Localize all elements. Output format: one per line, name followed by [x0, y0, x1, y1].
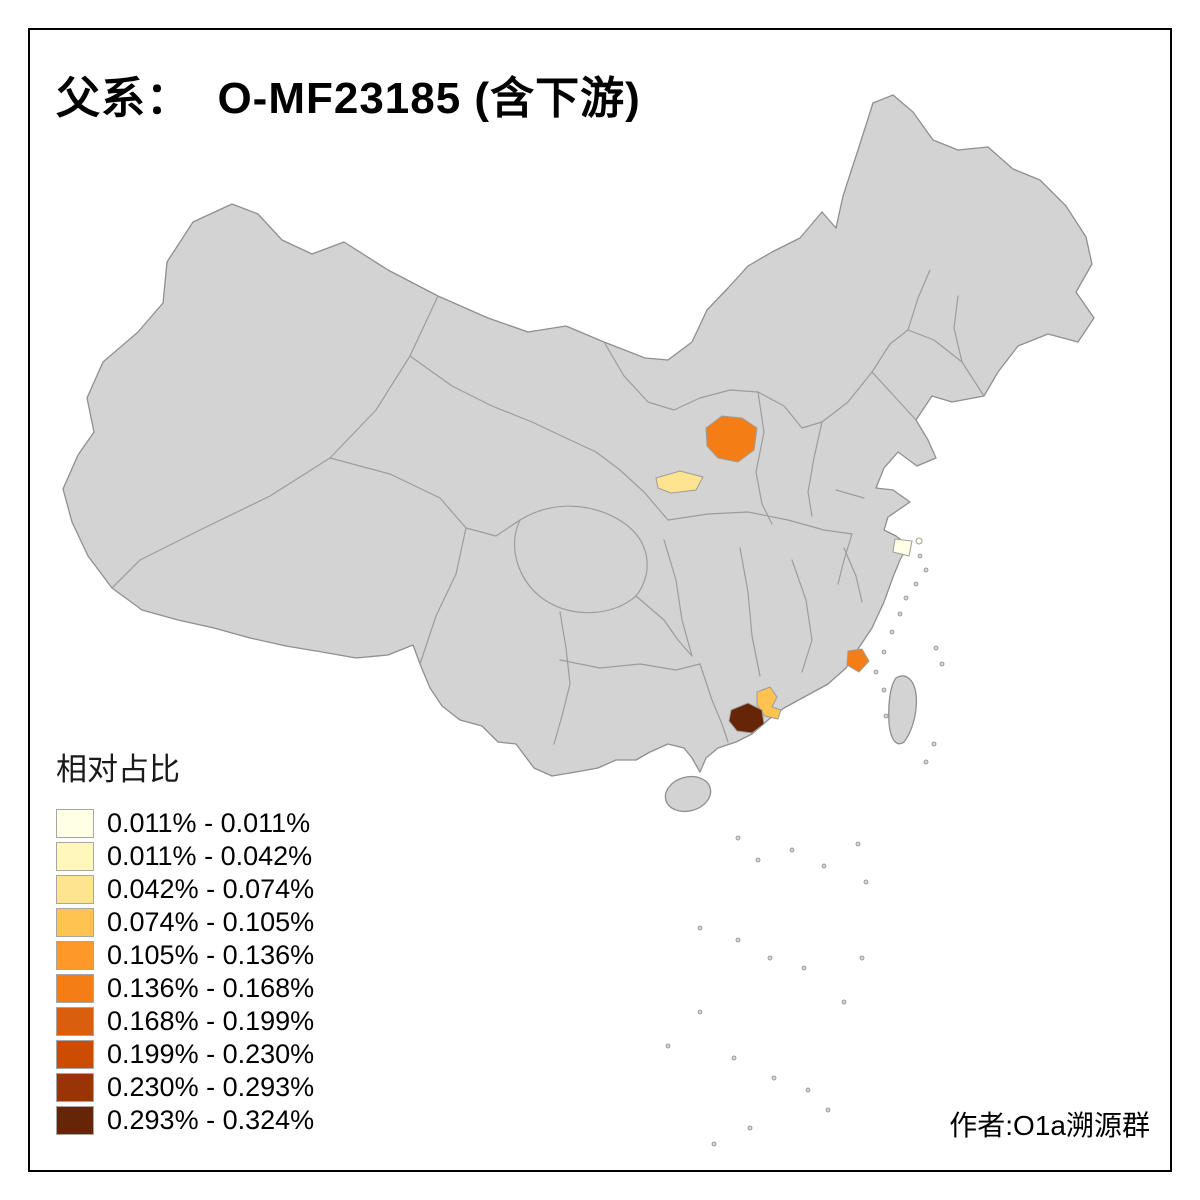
legend-swatch — [56, 809, 94, 838]
shanghai-islet — [915, 537, 923, 545]
highlight-west-guangdong — [728, 702, 765, 734]
small-islands — [665, 553, 945, 1147]
legend-swatch — [56, 842, 94, 871]
legend-label: 0.168% - 0.199% — [107, 1006, 315, 1036]
legend-swatch — [56, 1106, 94, 1135]
legend-label: 0.136% - 0.168% — [107, 973, 315, 1003]
legend-item: 0.042% - 0.074% — [56, 873, 314, 906]
province-borders — [111, 269, 985, 745]
legend-swatch — [56, 908, 94, 937]
legend-item: 0.168% - 0.199% — [56, 1005, 314, 1038]
legend-swatch — [56, 1007, 94, 1036]
legend-label: 0.105% - 0.136% — [107, 940, 315, 970]
legend-label: 0.074% - 0.105% — [107, 907, 315, 937]
legend-swatch — [56, 974, 94, 1003]
legend-label: 0.199% - 0.230% — [107, 1039, 315, 1069]
legend-label: 0.042% - 0.074% — [107, 874, 315, 904]
attribution: 作者:O1a溯源群 — [949, 1110, 1150, 1141]
legend-label: 0.011% - 0.042% — [107, 841, 313, 871]
legend-item: 0.136% - 0.168% — [56, 972, 314, 1005]
legend: 相对占比 0.011% - 0.011% 0.011% - 0.042% 0.0… — [56, 744, 314, 1137]
legend-item: 0.293% - 0.324% — [56, 1104, 314, 1137]
legend-item: 0.230% - 0.293% — [56, 1071, 314, 1104]
legend-swatch — [56, 875, 94, 904]
legend-item: 0.011% - 0.042% — [56, 840, 314, 873]
highlight-north-shaanxi — [705, 415, 758, 463]
highlight-east-gansu — [655, 470, 704, 494]
legend-item: 0.011% - 0.011% — [56, 807, 314, 840]
highlight-shanghai — [892, 538, 913, 557]
legend-swatch — [56, 1073, 94, 1102]
china-mainland — [62, 94, 1095, 777]
highlight-south-fujian — [846, 648, 870, 673]
legend-item: 0.199% - 0.230% — [56, 1038, 314, 1071]
legend-item: 0.074% - 0.105% — [56, 906, 314, 939]
legend-label: 0.230% - 0.293% — [107, 1072, 315, 1102]
map-frame — [28, 28, 1172, 1172]
legend-title: 相对占比 — [56, 752, 180, 787]
legend-swatch — [56, 941, 94, 970]
legend-item: 0.105% - 0.136% — [56, 939, 314, 972]
map-title: 父系： O-MF23185 (含下游) — [56, 74, 641, 123]
legend-swatch — [56, 1040, 94, 1069]
taiwan-island — [888, 675, 918, 745]
hainan-island — [664, 775, 712, 813]
legend-label: 0.293% - 0.324% — [107, 1105, 315, 1135]
legend-label: 0.011% - 0.011% — [107, 808, 311, 838]
